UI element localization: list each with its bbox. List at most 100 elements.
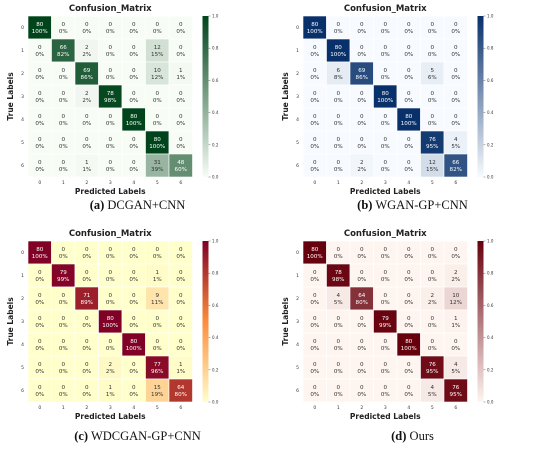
cell-count-label: 0 (360, 247, 364, 253)
cell-count-label: 0 (155, 247, 159, 253)
colorbar-tick-label: 0.6 (212, 78, 219, 83)
cell-count-label: 69 (358, 68, 366, 74)
y-tick-label: 6 (21, 388, 24, 394)
cell-percent-label: 0% (404, 369, 413, 375)
cell-percent-label: 0% (357, 52, 366, 58)
y-tick-label: 1 (21, 48, 24, 54)
cell-percent-label: 82% (450, 167, 462, 173)
x-tick-label: 1 (62, 405, 65, 411)
colorbar (477, 16, 484, 177)
cell-count-label: 0 (454, 45, 458, 51)
x-tick-label: 5 (431, 180, 434, 186)
cell-count-label: 79 (382, 316, 390, 322)
cell-percent-label: 0% (334, 346, 343, 352)
cell-percent-label: 100% (126, 346, 142, 352)
cell-percent-label: 0% (310, 300, 319, 306)
colorbar-tick-label: 0.8 (487, 271, 494, 276)
cell-count-label: 0 (85, 22, 89, 28)
y-tick-label: 4 (21, 342, 24, 348)
cell-percent-label: 0% (106, 167, 115, 173)
cell-count-label: 0 (179, 247, 183, 253)
cell-percent-label: 0% (129, 167, 138, 173)
cell-count-label: 0 (132, 247, 136, 253)
cell-count-label: 0 (454, 247, 458, 253)
cell-count-label: 0 (383, 137, 387, 143)
y-axis-label: True Labels (6, 72, 15, 121)
cell-percent-label: 0% (82, 254, 91, 260)
cell-percent-label: 0% (129, 98, 138, 104)
cell-percent-label: 0% (381, 392, 390, 398)
cell-percent-label: 0% (59, 346, 68, 352)
colorbar-tick-label: 0.0 (487, 175, 494, 180)
cell-percent-label: 0% (35, 369, 44, 375)
y-tick-label: 5 (296, 140, 299, 146)
cell-count-label: 4 (454, 137, 458, 143)
cell-count-label: 0 (108, 114, 112, 120)
cell-count-label: 0 (454, 22, 458, 28)
cell-count-label: 64 (177, 385, 185, 391)
cell-percent-label: 0% (310, 392, 319, 398)
cell-count-label: 0 (132, 385, 136, 391)
y-tick-label: 0 (21, 25, 24, 31)
cell-percent-label: 95% (426, 144, 438, 150)
cell-count-label: 0 (85, 247, 89, 253)
cell-percent-label: 6% (428, 75, 437, 81)
cell-percent-label: 1% (176, 75, 185, 81)
cell-percent-label: 0% (35, 300, 44, 306)
cell-count-label: 0 (360, 114, 364, 120)
cell-count-label: 0 (430, 339, 434, 345)
cell-percent-label: 0% (451, 254, 460, 260)
cell-count-label: 0 (407, 316, 411, 322)
cell-percent-label: 0% (381, 121, 390, 127)
cell-percent-label: 12% (151, 75, 163, 81)
cell-percent-label: 0% (35, 121, 44, 127)
cell-percent-label: 0% (82, 121, 91, 127)
cell-count-label: 0 (108, 270, 112, 276)
cell-count-label: 0 (336, 114, 340, 120)
cell-count-label: 0 (454, 68, 458, 74)
cell-percent-label: 12% (450, 300, 462, 306)
y-tick-label: 1 (296, 273, 299, 279)
y-tick-label: 4 (21, 117, 24, 123)
cell-percent-label: 0% (310, 323, 319, 329)
cell-count-label: 0 (407, 362, 411, 368)
cell-percent-label: 0% (82, 323, 91, 329)
cell-percent-label: 0% (357, 346, 366, 352)
x-tick-label: 2 (85, 180, 88, 186)
cell-percent-label: 0% (106, 121, 115, 127)
heatmap-ours: Confusion_Matrix80100%00%00%00%00%00%00%… (281, 229, 494, 421)
cell-percent-label: 0% (404, 167, 413, 173)
colorbar-tick-label: 0.2 (212, 367, 219, 372)
colorbar-tick-label: 0.8 (212, 271, 219, 276)
cell-percent-label: 0% (153, 323, 162, 329)
y-tick-label: 4 (296, 342, 299, 348)
cell-percent-label: 0% (153, 346, 162, 352)
cell-count-label: 0 (61, 137, 65, 143)
cell-percent-label: 0% (357, 392, 366, 398)
cell-percent-label: 0% (106, 29, 115, 35)
cell-percent-label: 0% (176, 254, 185, 260)
cell-count-label: 0 (61, 362, 65, 368)
y-tick-label: 6 (296, 163, 299, 169)
y-tick-label: 5 (21, 365, 24, 371)
chart-title: Confusion_Matrix (344, 4, 427, 14)
cell-percent-label: 0% (35, 346, 44, 352)
cell-percent-label: 0% (381, 277, 390, 283)
colorbar-tick-label: 0.2 (212, 142, 219, 147)
cell-count-label: 0 (383, 247, 387, 253)
cell-count-label: 78 (335, 270, 343, 276)
cell-percent-label: 0% (129, 277, 138, 283)
cell-percent-label: 0% (357, 254, 366, 260)
cell-percent-label: 89% (81, 300, 93, 306)
cell-percent-label: 0% (129, 323, 138, 329)
cell-count-label: 0 (383, 114, 387, 120)
cell-count-label: 1 (85, 160, 89, 166)
cell-count-label: 1 (179, 362, 183, 368)
cell-count-label: 0 (108, 137, 112, 143)
cell-count-label: 1 (108, 385, 112, 391)
x-tick-label: 5 (156, 180, 159, 186)
cell-percent-label: 100% (126, 121, 142, 127)
cell-percent-label: 15% (426, 167, 438, 173)
cell-percent-label: 95% (450, 392, 462, 398)
cell-percent-label: 0% (357, 121, 366, 127)
